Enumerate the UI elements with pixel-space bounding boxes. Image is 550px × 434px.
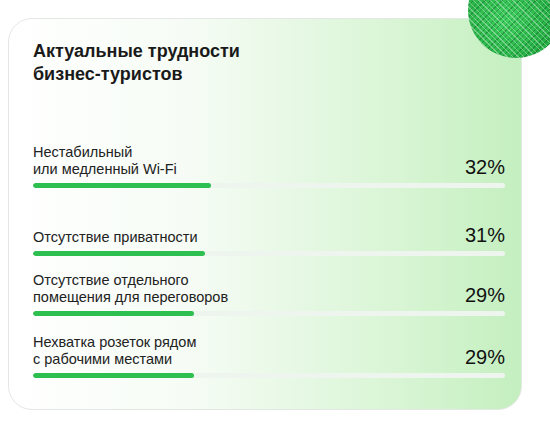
bar <box>33 373 194 378</box>
bar-track <box>33 373 505 378</box>
category-label: Отсутствие отдельного помещения для пере… <box>33 272 228 306</box>
data-label: 31% <box>465 224 505 246</box>
row-header: Отсутствие приватности 31% <box>33 224 505 246</box>
category-label: Отсутствие приватности <box>33 229 198 246</box>
category-label: Нестабильный или медленный Wi-Fi <box>33 144 177 178</box>
data-label: 32% <box>465 156 505 178</box>
category-label: Нехватка розеток рядом с рабочими местам… <box>33 334 196 368</box>
bar-track <box>33 311 505 316</box>
bar <box>33 183 211 188</box>
row-header: Отсутствие отдельного помещения для пере… <box>33 272 505 306</box>
title: Актуальные трудности бизнес-туристов <box>33 40 303 86</box>
bar-track <box>33 183 505 188</box>
row-header: Нехватка розеток рядом с рабочими местам… <box>33 334 505 368</box>
data-label: 29% <box>465 346 505 368</box>
bar <box>33 311 194 316</box>
row-header: Нестабильный или медленный Wi-Fi 32% <box>33 144 505 178</box>
bar <box>33 251 205 256</box>
data-label: 29% <box>465 284 505 306</box>
bar-track <box>33 251 505 256</box>
